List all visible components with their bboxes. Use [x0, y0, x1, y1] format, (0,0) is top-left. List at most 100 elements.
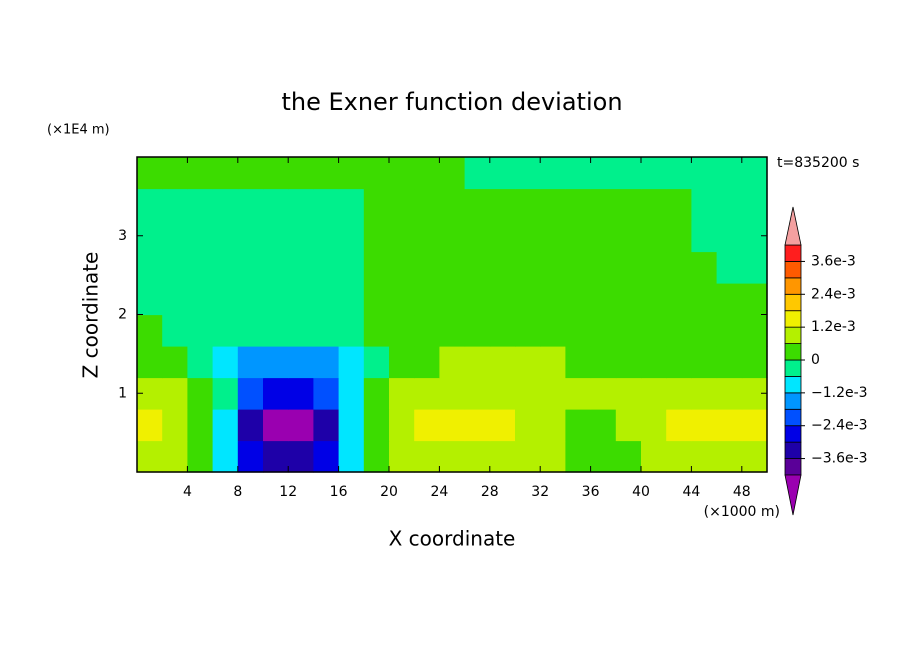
contour-cell	[565, 283, 592, 316]
contour-cell	[464, 377, 491, 410]
contour-cell	[540, 409, 566, 442]
contour-cell	[237, 440, 264, 473]
contour-cell	[489, 346, 516, 379]
x-tick-label: 32	[531, 484, 549, 500]
contour-cell	[691, 440, 718, 473]
contour-cell	[263, 251, 289, 284]
contour-cell	[515, 188, 541, 221]
x-tick-label: 24	[430, 484, 448, 500]
colorbar-box	[784, 441, 802, 459]
contour-cell	[212, 220, 239, 253]
x-tick-label: 36	[582, 484, 600, 500]
colorbar-label: 1.2e-3	[811, 319, 856, 335]
contour-cell	[716, 251, 743, 284]
contour-cell	[263, 409, 289, 442]
contour-cell	[338, 188, 365, 221]
contour-cell	[590, 346, 617, 379]
contour-cell	[615, 220, 642, 253]
contour-cell	[540, 377, 566, 410]
contour-cell	[363, 346, 390, 379]
contour-cell	[313, 283, 340, 316]
contour-cell	[641, 188, 667, 221]
contour-cell	[212, 440, 239, 473]
contour-cell	[489, 377, 516, 410]
contour-cell	[237, 157, 264, 190]
contour-cell	[263, 157, 289, 190]
contour-cell	[716, 346, 743, 379]
contour-cell	[439, 251, 466, 284]
contour-cell	[414, 440, 440, 473]
x-axis-label: X coordinate	[389, 527, 516, 551]
contour-cell	[565, 157, 592, 190]
contour-cell	[263, 346, 289, 379]
contour-cell	[288, 377, 314, 410]
contour-cell	[288, 157, 314, 190]
contour-cell	[137, 314, 163, 347]
contour-cell	[565, 440, 592, 473]
contour-cell	[691, 188, 718, 221]
contour-cell	[666, 220, 692, 253]
colorbar-box	[784, 425, 802, 443]
contour-cell	[263, 283, 289, 316]
contour-cell	[439, 314, 466, 347]
contour-cell	[464, 440, 491, 473]
contour-cell	[615, 314, 642, 347]
contour-cell	[590, 251, 617, 284]
colorbar-box	[784, 310, 802, 328]
colorbar-box	[784, 326, 802, 344]
contour-cell	[313, 314, 340, 347]
contour-cell	[489, 283, 516, 316]
contour-cell	[212, 251, 239, 284]
contour-cell	[590, 220, 617, 253]
contour-cell	[389, 346, 415, 379]
contour-cell	[414, 251, 440, 284]
contour-cell	[414, 157, 440, 190]
contour-cell	[162, 157, 188, 190]
contour-cell	[237, 283, 264, 316]
contour-cell	[187, 409, 214, 442]
contour-cell	[565, 314, 592, 347]
contour-cell	[691, 283, 718, 316]
contour-cell	[237, 346, 264, 379]
contour-cell	[691, 314, 718, 347]
colorbar-box	[784, 261, 802, 279]
contour-cell	[439, 283, 466, 316]
contour-cell	[313, 251, 340, 284]
contour-cell	[414, 283, 440, 316]
contour-cell	[716, 283, 743, 316]
contour-cell	[716, 409, 743, 442]
x-tick-label: 16	[330, 484, 348, 500]
contour-cell	[615, 188, 642, 221]
contour-cell	[641, 409, 667, 442]
y-tick-label: 3	[118, 228, 127, 244]
colorbar-box	[784, 293, 802, 312]
colorbar-label: 2.4e-3	[811, 286, 856, 302]
colorbar-extend-top	[784, 206, 802, 246]
contour-cell	[615, 440, 642, 473]
x-tick-label: 44	[682, 484, 700, 500]
contour-cell	[137, 409, 163, 442]
x-tick-label: 8	[233, 484, 242, 500]
contour-cell	[489, 440, 516, 473]
contour-cell	[137, 346, 163, 379]
contour-cell	[263, 377, 289, 410]
colorbar-label: 3.6e-3	[811, 253, 856, 269]
contour-cell	[691, 251, 718, 284]
contour-cell	[590, 440, 617, 473]
contour-cell	[237, 314, 264, 347]
contour-cell	[414, 377, 440, 410]
contour-cell	[263, 220, 289, 253]
contour-cell	[741, 283, 768, 316]
y-unit: (×1E4 m)	[47, 123, 110, 138]
contour-cell	[389, 251, 415, 284]
contour-cell	[590, 188, 617, 221]
contour-cell	[363, 283, 390, 316]
contour-cell	[515, 220, 541, 253]
contour-cell	[565, 346, 592, 379]
colorbar-box	[784, 359, 802, 377]
contour-cell	[212, 157, 239, 190]
contour-cell	[590, 157, 617, 190]
contour-cell	[489, 220, 516, 253]
contour-cell	[288, 314, 314, 347]
